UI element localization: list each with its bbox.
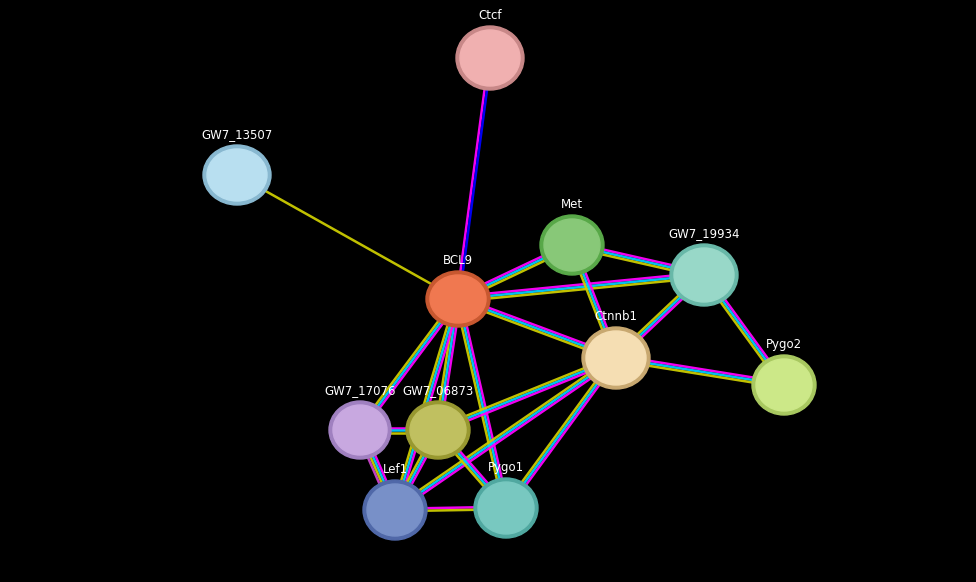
Text: GW7_19934: GW7_19934 xyxy=(669,227,740,240)
Ellipse shape xyxy=(406,401,470,459)
Ellipse shape xyxy=(544,219,600,271)
Text: GW7_13507: GW7_13507 xyxy=(201,128,272,141)
Ellipse shape xyxy=(426,271,490,327)
Text: Ctnnb1: Ctnnb1 xyxy=(594,310,637,323)
Text: Met: Met xyxy=(561,198,583,211)
Ellipse shape xyxy=(756,359,812,411)
Ellipse shape xyxy=(367,484,423,536)
Text: Lef1: Lef1 xyxy=(383,463,408,476)
Ellipse shape xyxy=(333,405,387,455)
Text: Pygo2: Pygo2 xyxy=(766,338,802,351)
Ellipse shape xyxy=(752,355,816,415)
Ellipse shape xyxy=(207,149,267,201)
Text: Pygo1: Pygo1 xyxy=(488,461,524,474)
Ellipse shape xyxy=(586,331,646,385)
Ellipse shape xyxy=(203,145,271,205)
Ellipse shape xyxy=(674,248,734,302)
Ellipse shape xyxy=(456,26,524,90)
Text: GW7_17076: GW7_17076 xyxy=(324,384,395,397)
Ellipse shape xyxy=(363,480,427,540)
Ellipse shape xyxy=(329,401,391,459)
Ellipse shape xyxy=(430,275,486,323)
Text: BCL9: BCL9 xyxy=(443,254,473,267)
Ellipse shape xyxy=(410,405,466,455)
Ellipse shape xyxy=(582,327,650,389)
Text: Ctcf: Ctcf xyxy=(478,9,502,22)
Ellipse shape xyxy=(478,482,534,534)
Ellipse shape xyxy=(474,478,538,538)
Ellipse shape xyxy=(460,30,520,86)
Text: GW7_06873: GW7_06873 xyxy=(402,384,473,397)
Ellipse shape xyxy=(670,244,738,306)
Ellipse shape xyxy=(540,215,604,275)
